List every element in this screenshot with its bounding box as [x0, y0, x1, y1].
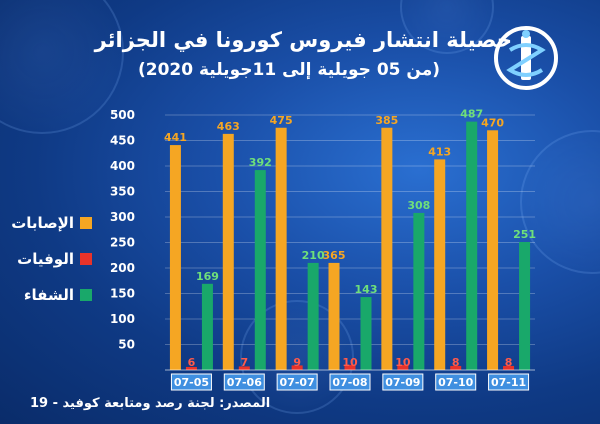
- source-note: المصدر: لجنة رصد ومتابعة كوفيد - 19: [30, 396, 271, 411]
- y-tick-label: 350: [110, 185, 135, 199]
- data-label: 8: [452, 356, 460, 369]
- y-tick-label: 200: [110, 261, 135, 275]
- x-tick-label: 07-07: [280, 376, 315, 389]
- legend-label: الشفاء: [23, 286, 74, 304]
- bar: [291, 365, 303, 370]
- bar: [434, 159, 446, 370]
- y-tick-label: 500: [110, 108, 135, 122]
- bar: [519, 241, 531, 370]
- y-tick-label: 400: [110, 159, 135, 173]
- data-label: 251: [513, 228, 536, 241]
- bar: [222, 133, 234, 370]
- bar: [185, 366, 197, 370]
- legend-item-infections: الإصابات: [11, 214, 92, 232]
- x-tick-label: 07-06: [227, 376, 263, 389]
- legend-item-deaths: الوفيات: [12, 250, 92, 268]
- bar: [275, 127, 287, 370]
- bar: [169, 145, 181, 370]
- data-label: 463: [217, 120, 240, 133]
- data-label: 6: [188, 356, 196, 369]
- bar: [381, 127, 393, 370]
- bar: [201, 283, 213, 370]
- bar: [328, 262, 340, 370]
- data-label: 385: [375, 114, 398, 127]
- data-label: 169: [196, 270, 219, 283]
- bar: [397, 364, 409, 370]
- data-label: 10: [395, 356, 411, 369]
- data-label: 487: [460, 108, 483, 121]
- legend-label: الوفيات: [17, 250, 74, 268]
- y-tick-label: 100: [110, 312, 135, 326]
- x-tick-label: 07-10: [438, 376, 474, 389]
- data-label: 7: [240, 356, 248, 369]
- bar: [360, 297, 372, 370]
- data-label: 9: [293, 356, 301, 369]
- bar: [487, 130, 499, 370]
- y-tick-label: 150: [110, 287, 135, 301]
- title: حصيلة انتشار فيروس كورونا في الجزائر: [94, 28, 512, 52]
- bar: [254, 170, 266, 370]
- bar: [238, 366, 250, 370]
- y-tick-label: 300: [110, 210, 135, 224]
- x-tick-box: [382, 373, 424, 391]
- legend-item-recoveries: الشفاء: [12, 286, 92, 304]
- x-tick-box: [223, 373, 265, 391]
- x-tick-box: [329, 373, 371, 391]
- data-label: 143: [355, 283, 378, 296]
- bar: [450, 365, 462, 370]
- data-label: 8: [505, 356, 513, 369]
- bar: [307, 262, 319, 370]
- bar: [466, 121, 478, 370]
- legend-swatch: [80, 253, 92, 265]
- data-label: 10: [342, 356, 358, 369]
- y-tick-label: 450: [110, 134, 135, 148]
- data-label: 441: [164, 131, 187, 144]
- x-tick-box: [488, 373, 530, 391]
- data-label: 413: [428, 145, 451, 158]
- bar: [344, 364, 356, 370]
- data-label: 365: [323, 249, 346, 262]
- bar: [503, 365, 515, 370]
- x-tick-box: [276, 373, 318, 391]
- x-tick-label: 07-08: [332, 376, 367, 389]
- legend-label: الإصابات: [11, 214, 74, 232]
- data-label: 470: [481, 116, 504, 129]
- x-tick-label: 07-05: [174, 376, 209, 389]
- data-label: 210: [302, 249, 325, 262]
- x-tick-box: [435, 373, 477, 391]
- data-label: 392: [249, 156, 272, 169]
- x-tick-box: [170, 373, 212, 391]
- legend-swatch: [80, 217, 92, 229]
- data-label: 475: [270, 114, 293, 127]
- y-tick-label: 250: [110, 236, 135, 250]
- x-tick-label: 07-09: [385, 376, 420, 389]
- data-label: 308: [407, 199, 430, 212]
- x-tick-label: 07-11: [491, 376, 526, 389]
- y-tick-label: 50: [118, 338, 135, 352]
- medical-logo-icon: [494, 26, 558, 90]
- legend-swatch: [80, 289, 92, 301]
- bar: [413, 212, 425, 370]
- subtitle: (من 05 جويلية إلى 11جويلية 2020): [137, 60, 440, 80]
